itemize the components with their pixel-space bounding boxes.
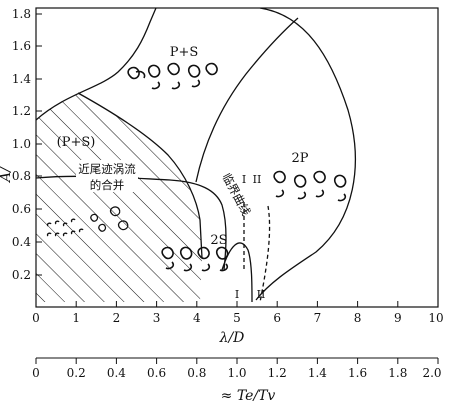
x-tick-label: 9: [394, 311, 402, 325]
hatched-p-plus-s-region: [36, 93, 202, 302]
y-tick-label: 0.4: [12, 235, 31, 249]
vortex-pairs-2p-icon: [273, 170, 347, 202]
y-tick-label: 1.8: [12, 7, 31, 21]
two-s-lower-curve: [221, 242, 253, 303]
y-tick-label: 0.6: [12, 202, 31, 216]
y-axis-label-partial: A/: [0, 166, 14, 184]
upper-ps-lower-boundary: [36, 8, 157, 121]
x-tick-label: 10: [428, 311, 443, 325]
label-roman-II-bottom: II: [257, 288, 266, 301]
x-tick-labels: 0 1 2 3 4 5 6 7 8 9 10: [32, 311, 443, 325]
label-roman-I-top: I: [242, 173, 246, 186]
x-axis-ticks: [75, 301, 399, 307]
x-tick-label: 5: [233, 311, 241, 325]
secondary-tick-label: 0.4: [107, 366, 126, 380]
secondary-tick-label: 0: [32, 366, 40, 380]
secondary-tick-label: 1.2: [268, 366, 287, 380]
y-tick-labels: 0.2 0.4 0.6 0.8 1.0 1.2 1.4 1.6 1.8: [12, 7, 31, 282]
secondary-axis: [35, 357, 439, 364]
hatched-region-boundary: [77, 92, 203, 259]
x-tick-label: 4: [193, 311, 201, 325]
secondary-tick-label: 0.8: [187, 366, 206, 380]
secondary-tick-labels: 0 0.2 0.4 0.6 0.8 1.0 1.2 1.4 1.6 1.8 2.…: [32, 366, 441, 380]
annotation-near-wake-line2: 的合并: [90, 178, 125, 192]
y-tick-label: 1.0: [12, 137, 31, 151]
critical-line-II: [259, 205, 271, 303]
x-tick-label: 2: [113, 311, 121, 325]
secondary-tick-label: 1.8: [388, 366, 407, 380]
inner-2p-left-boundary: [195, 17, 299, 183]
secondary-tick-label: 2.0: [422, 366, 441, 380]
upper-ps-right-boundary: [255, 8, 356, 301]
y-tick-label: 0.8: [12, 169, 31, 183]
y-tick-label: 1.4: [12, 72, 31, 86]
label-roman-II-top: II: [253, 173, 262, 186]
y-tick-label: 1.6: [12, 39, 31, 53]
annotation-critical-curve: 临界曲线: [219, 171, 253, 219]
secondary-tick-label: 1.4: [308, 366, 327, 380]
label-roman-I-bottom: I: [235, 288, 239, 301]
annotation-near-wake-line1: 近尾迹涡流: [78, 162, 136, 176]
small-vortex-chain-icon: [46, 206, 129, 237]
x-tick-label: 6: [273, 311, 281, 325]
x-tick-label: 3: [153, 311, 161, 325]
x-axis-label: λ/D: [219, 330, 245, 346]
x-tick-label: 8: [354, 311, 362, 325]
region-label-p-plus-s-paren: (P+S): [57, 135, 96, 150]
vortex-pairs-p-plus-s-icon: [127, 62, 218, 90]
annotation-background: [76, 160, 138, 192]
x-tick-label: 7: [314, 311, 322, 325]
region-label-2p: 2P: [291, 151, 308, 166]
y-axis-ticks: [36, 13, 42, 276]
x-tick-label: 1: [72, 311, 80, 325]
region-label-p-plus-s: P+S: [170, 45, 199, 60]
secondary-tick-label: 0.6: [147, 366, 166, 380]
secondary-tick-label: 0.2: [67, 366, 86, 380]
secondary-tick-label: 1.0: [227, 366, 246, 380]
y-tick-label: 0.2: [12, 268, 31, 282]
secondary-axis-label: ≈ Te/Tv: [221, 388, 276, 404]
y-tick-label: 1.2: [12, 104, 31, 118]
secondary-tick-label: 1.6: [348, 366, 367, 380]
region-label-2s: 2S: [210, 233, 227, 248]
x-tick-label: 0: [32, 311, 40, 325]
vortex-pairs-2s-icon: [161, 246, 229, 272]
